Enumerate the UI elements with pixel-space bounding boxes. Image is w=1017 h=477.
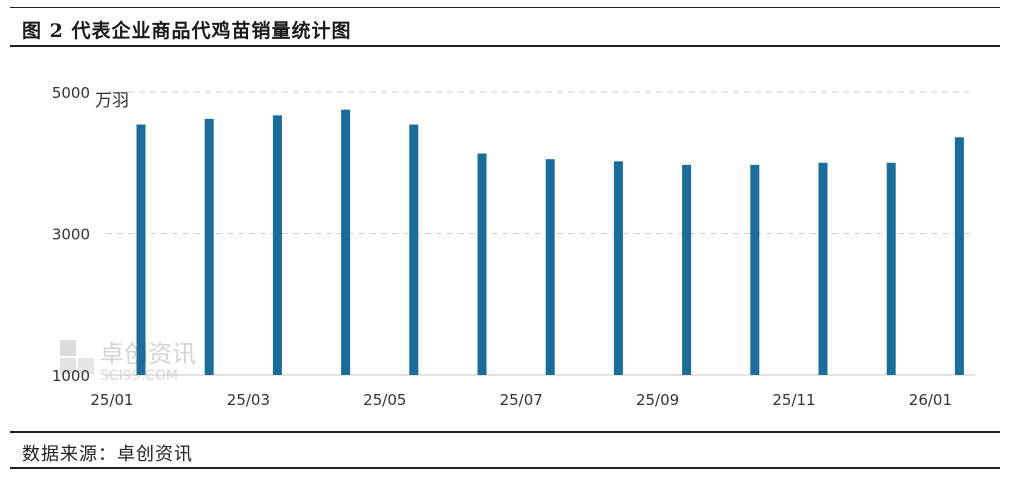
bar-25/05 xyxy=(409,124,419,375)
bar-25/02 xyxy=(204,118,214,375)
x-tick-label: 25/03 xyxy=(227,391,270,409)
x-tick-label: 25/09 xyxy=(636,391,679,409)
bar-26/01 xyxy=(954,137,964,375)
x-tick-label: 25/05 xyxy=(363,391,406,409)
x-tick-label: 26/01 xyxy=(909,391,952,409)
bar-25/09 xyxy=(682,164,692,375)
x-tick-label: 25/11 xyxy=(772,391,815,409)
bar-25/01 xyxy=(136,124,146,375)
x-tick-label: 25/01 xyxy=(90,391,133,409)
source-top-rule xyxy=(10,431,1000,433)
data-source: 数据来源：卓创资讯 xyxy=(22,444,193,465)
bar-25/03 xyxy=(272,115,282,375)
y-unit-label: 万羽 xyxy=(95,91,129,111)
y-tick-label: 5000 xyxy=(52,84,90,102)
chart-title: 图 2 代表企业商品代鸡苗销量统计图 xyxy=(22,20,352,42)
x-tick-label: 25/07 xyxy=(500,391,543,409)
bar-25/12 xyxy=(886,162,896,375)
bar-25/06 xyxy=(477,153,487,375)
top-rule xyxy=(10,7,1000,8)
y-tick-label: 1000 xyxy=(52,367,90,385)
watermark: 卓创资讯 SCI99.COM xyxy=(60,340,196,384)
y-tick-label: 3000 xyxy=(52,226,90,244)
watermark-sub: SCI99.COM xyxy=(100,368,178,384)
bar-chart: 卓创资讯 SCI99.COM 1000 3000 5000 25/01 25/03 25… xyxy=(52,84,975,409)
bar-25/10 xyxy=(750,164,760,375)
bar-25/07 xyxy=(545,159,555,375)
bar-25/08 xyxy=(613,161,623,375)
watermark-text: 卓创资讯 xyxy=(100,340,196,368)
bar-25/04 xyxy=(341,109,351,375)
title-rule xyxy=(10,45,1000,47)
bar-25/11 xyxy=(818,162,828,375)
bottom-rule xyxy=(10,467,1000,469)
